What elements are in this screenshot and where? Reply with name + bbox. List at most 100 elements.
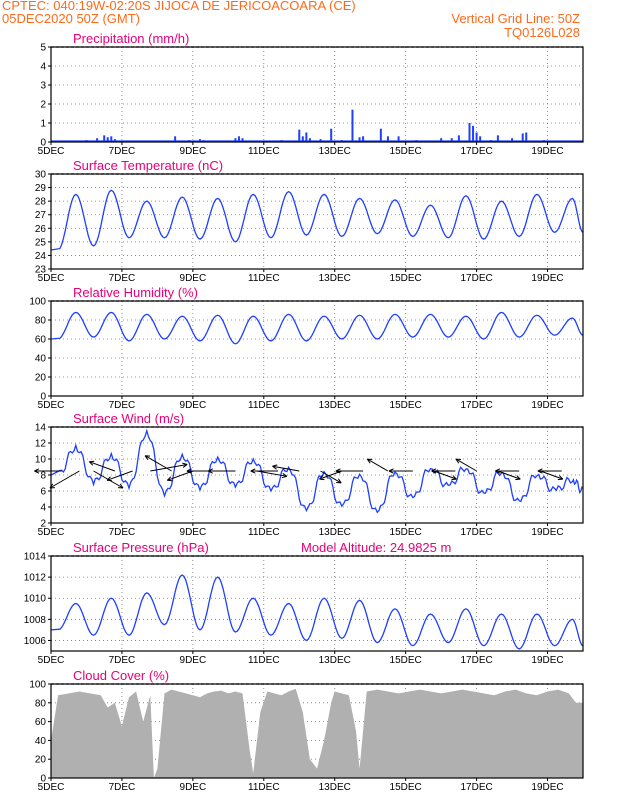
cloud-ytick-label: 0 [40, 774, 46, 785]
rh-xtick-label: 9DEC [180, 400, 207, 411]
precip-bar [234, 138, 237, 142]
precip-bar [440, 138, 443, 142]
wind-arrow-head [106, 479, 113, 482]
wind-arrow-head [366, 458, 371, 464]
wind-arrow-head [34, 468, 40, 472]
pres-xtick-label: 7DEC [109, 655, 136, 666]
wind-arrow [256, 470, 287, 477]
wind-arrow-head [455, 458, 460, 464]
precip-frame [50, 46, 584, 143]
wind-series-line [50, 428, 584, 514]
precip-bar [362, 136, 365, 142]
pres-xtick-label: 15DEC [390, 655, 422, 666]
wind-arrow-head [335, 468, 341, 472]
rh-xtick-label: 15DEC [390, 400, 422, 411]
rh-series-line [50, 311, 584, 345]
wind-xtick-label: 5DEC [38, 527, 65, 538]
wind-arrow-head [319, 478, 325, 481]
model-code: TQ0126L028 [504, 25, 580, 40]
wind-xtick-label: 17DEC [460, 527, 492, 538]
pres-annotation: Model Altitude: 24.9825 m [301, 540, 451, 555]
wind-ytick-label: 4 [40, 503, 46, 514]
temp-xtick-label: 19DEC [531, 273, 563, 284]
rh-ytick-label: 40 [35, 354, 47, 365]
wind-arrow-head [319, 475, 324, 480]
precip-bar [237, 136, 240, 142]
precip-ytick-label: 4 [40, 62, 46, 73]
wind-xtick-label: 19DEC [531, 527, 563, 538]
wind-arrow-head [337, 478, 342, 484]
cloud-ytick-label: 40 [35, 736, 47, 747]
precip-bar [358, 137, 361, 142]
wind-arrow-head [186, 468, 192, 472]
cloud-xtick-label: 11DEC [248, 782, 280, 793]
precip-bar [110, 136, 113, 142]
rh-ytick-label: 20 [35, 373, 47, 384]
precip-bar [386, 136, 389, 142]
precip-bar [301, 136, 304, 142]
wind-arrow-head [34, 470, 40, 474]
precip-bar [379, 128, 382, 142]
precip-bar [525, 132, 528, 142]
wind-arrow-head [282, 472, 288, 477]
temp-ytick-label: 27 [35, 210, 47, 221]
wind-arrow [433, 470, 457, 480]
precip-xtick-label: 15DEC [390, 146, 422, 157]
cloud-xtick-label: 7DEC [109, 782, 136, 793]
pres-ytick-label: 1008 [24, 615, 47, 626]
wind-arrow-head [144, 455, 149, 461]
precip-bar [308, 138, 311, 142]
wind-arrow-head [515, 478, 521, 481]
wind-arrow [49, 470, 80, 489]
temp-xtick-label: 17DEC [460, 273, 492, 284]
wind-ytick-label: 2 [40, 519, 46, 530]
precip-ytick-label: 1 [40, 119, 46, 130]
pres-frame [50, 555, 584, 652]
precip-bar [397, 136, 400, 142]
cloud-cover-area [51, 688, 583, 778]
wind-arrow-head [119, 483, 124, 489]
precip-bar [450, 138, 453, 142]
temp-ytick-label: 24 [35, 251, 47, 262]
wind-ytick-label: 12 [35, 439, 47, 450]
wind-arrow-head [166, 476, 172, 481]
wind-arrow [272, 465, 300, 472]
wind-arrow-head [558, 475, 564, 480]
precip-bar [496, 135, 499, 142]
wind-arrow-head [272, 465, 277, 470]
pres-ytick-label: 1006 [24, 636, 47, 647]
wind-arrow-head [452, 475, 457, 480]
cloud-ytick-label: 60 [35, 717, 47, 728]
pres-xtick-label: 5DEC [38, 655, 65, 666]
cloud-xtick-label: 19DEC [531, 782, 563, 793]
temp-ytick-label: 30 [35, 170, 47, 181]
pres-ytick-label: 1010 [24, 594, 47, 605]
wind-arrow-head [537, 470, 543, 474]
precip-xtick-label: 17DEC [460, 146, 492, 157]
temp-xtick-label: 13DEC [319, 273, 351, 284]
wind-arrow-head [431, 468, 437, 472]
precip-bar [103, 135, 106, 142]
wind-arrow [167, 470, 194, 481]
precip-bar [305, 132, 308, 142]
wind-arrow-head [516, 475, 521, 480]
wind-arrow-head [281, 475, 287, 479]
wind-xtick-label: 13DEC [319, 527, 351, 538]
cloud-ytick-label: 100 [29, 680, 46, 691]
wind-arrow [497, 470, 521, 480]
rh-xtick-label: 17DEC [460, 400, 492, 411]
rh-title: Relative Humidity (%) [73, 285, 198, 300]
wind-arrow-head [495, 468, 501, 472]
rh-ytick-label: 0 [40, 392, 46, 403]
pres-ytick-label: 1012 [24, 573, 47, 584]
wind-arrow-head [537, 468, 543, 472]
wind-arrow [455, 458, 477, 472]
precip-bar [241, 138, 244, 142]
rh-xtick-label: 19DEC [531, 400, 563, 411]
precip-xtick-label: 19DEC [531, 146, 563, 157]
wind-ytick-label: 10 [35, 455, 47, 466]
wind-arrow-head [335, 470, 341, 474]
cloud-xtick-label: 13DEC [319, 782, 351, 793]
